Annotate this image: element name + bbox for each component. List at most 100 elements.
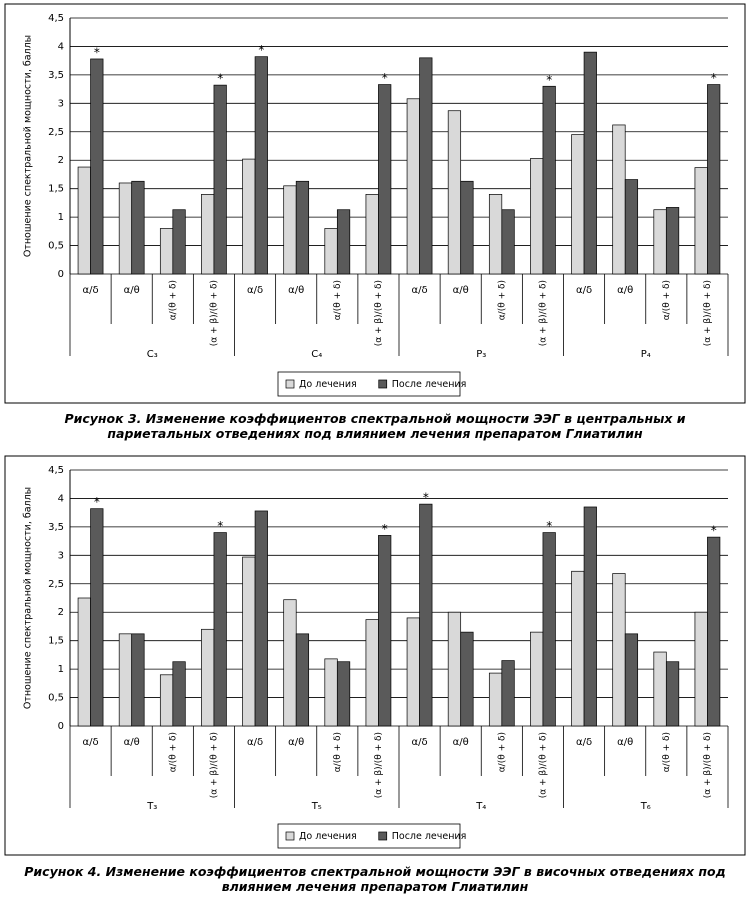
x-tick-label: α/δ — [83, 285, 99, 296]
y-tick-label: 4 — [58, 41, 64, 52]
bar — [583, 51, 597, 275]
bar — [242, 556, 256, 727]
bar — [131, 633, 145, 727]
y-tick-label: 4,5 — [48, 465, 64, 476]
legend-label: До лечения — [299, 379, 357, 390]
x-tick-label: α/δ — [412, 285, 428, 296]
x-tick-label: α/θ — [124, 285, 140, 296]
bar — [542, 85, 556, 275]
x-tick-label: (α + β)/(θ + δ) — [209, 280, 219, 346]
x-tick-label: α/(θ + δ) — [662, 280, 672, 320]
x-tick-label: α/(θ + δ) — [662, 732, 672, 772]
annotation: * — [711, 524, 717, 538]
y-tick-label: 3 — [58, 98, 64, 109]
group-label: T₆ — [640, 801, 651, 812]
x-tick-label: α/θ — [288, 737, 304, 748]
bar — [90, 58, 104, 275]
x-tick-label: α/θ — [617, 737, 633, 748]
y-tick-label: 1,5 — [48, 636, 64, 647]
bar — [583, 506, 597, 727]
y-tick-label: 1 — [58, 212, 64, 223]
group-label: T₄ — [475, 801, 486, 812]
bar — [447, 110, 462, 275]
legend-label: После лечения — [392, 831, 467, 842]
bar — [447, 611, 462, 727]
bar — [365, 619, 379, 727]
bar — [201, 194, 215, 275]
caption: Рисунок 4. Изменение коэффициентов спект… — [24, 864, 726, 894]
x-tick-label: α/θ — [288, 285, 304, 296]
annotation: * — [546, 519, 552, 533]
caption: Рисунок 3. Изменение коэффициентов спект… — [64, 411, 686, 441]
legend-swatch — [285, 379, 295, 389]
bar — [419, 57, 433, 275]
x-tick-label: α/(θ + δ) — [333, 732, 343, 772]
bar — [653, 209, 667, 275]
bar — [159, 674, 174, 727]
bar — [201, 628, 215, 727]
y-axis-label: Отношение спектральной мощности, баллы — [23, 35, 34, 257]
bar — [694, 611, 708, 727]
x-tick-label: α/θ — [453, 737, 469, 748]
x-tick-label: α/θ — [124, 737, 140, 748]
y-tick-label: 0,5 — [48, 241, 64, 252]
x-tick-label: α/(θ + δ) — [333, 280, 343, 320]
annotation: * — [217, 519, 223, 533]
bar — [378, 535, 392, 727]
bar — [90, 508, 104, 727]
x-tick-label: (α + β)/(θ + δ) — [703, 280, 713, 346]
group-label: T₅ — [311, 801, 322, 812]
bar — [213, 532, 227, 727]
y-tick-label: 3,5 — [48, 522, 64, 533]
bar — [336, 209, 351, 275]
bar — [501, 660, 515, 727]
bar — [460, 180, 474, 275]
y-tick-label: 2 — [58, 607, 64, 618]
x-tick-label: α/(θ + δ) — [168, 732, 178, 772]
x-tick-label: (α + β)/(θ + δ) — [374, 732, 384, 798]
bar — [665, 207, 680, 275]
x-tick-label: (α + β)/(θ + δ) — [538, 732, 548, 798]
y-axis-label: Отношение спектральной мощности, баллы — [23, 487, 34, 709]
bar — [530, 631, 544, 727]
legend-label: До лечения — [299, 831, 357, 842]
bar — [624, 179, 639, 275]
y-tick-label: 2,5 — [48, 127, 64, 138]
y-tick-label: 2,5 — [48, 579, 64, 590]
legend-swatch — [285, 831, 295, 841]
bar — [694, 167, 708, 275]
x-tick-label: (α + β)/(θ + δ) — [209, 732, 219, 798]
annotation: * — [382, 522, 388, 536]
y-tick-label: 0,5 — [48, 693, 64, 704]
bar — [365, 194, 379, 275]
bar — [612, 124, 626, 275]
y-tick-label: 1 — [58, 664, 64, 675]
x-tick-label: α/(θ + δ) — [168, 280, 178, 320]
annotation: * — [94, 45, 100, 59]
y-tick-label: 3,5 — [48, 70, 64, 81]
bar — [653, 651, 667, 727]
bar — [612, 573, 626, 727]
bar — [336, 661, 351, 727]
y-tick-label: 4,5 — [48, 13, 64, 24]
annotation: * — [217, 72, 223, 86]
bar — [624, 633, 639, 727]
annotation: * — [423, 491, 429, 505]
y-tick-label: 2 — [58, 155, 64, 166]
y-tick-label: 0 — [58, 269, 64, 280]
bar — [131, 180, 145, 275]
bar — [542, 532, 556, 727]
bar — [77, 166, 91, 275]
x-tick-label: (α + β)/(θ + δ) — [538, 280, 548, 346]
bar — [283, 185, 297, 275]
group-label: P₃ — [476, 349, 486, 360]
bar — [118, 633, 133, 727]
bar — [295, 180, 310, 275]
x-tick-label: α/δ — [576, 285, 592, 296]
bar — [460, 631, 474, 727]
y-tick-label: 4 — [58, 493, 64, 504]
annotation: * — [382, 71, 388, 85]
legend-box — [277, 371, 461, 397]
group-label: P₄ — [641, 349, 651, 360]
